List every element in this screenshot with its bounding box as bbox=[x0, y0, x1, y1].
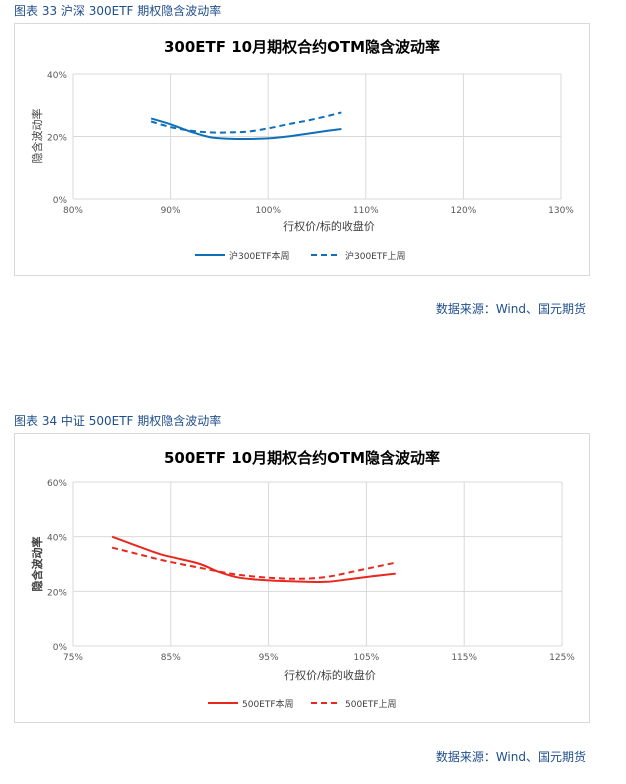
chart-500etf: 500ETF 10月期权合约OTM隐含波动率 0% 20% 40% 60% 75% 85%… bbox=[30, 449, 575, 710]
y-tick-label: 20% bbox=[47, 134, 67, 144]
y-tick-label: 60% bbox=[47, 479, 67, 489]
series-line-this-week bbox=[150, 117, 342, 141]
legend-label: 沪300ETF上周 bbox=[345, 250, 406, 262]
x-tick-label: 115% bbox=[451, 653, 477, 663]
legend-label: 500ETF上周 bbox=[345, 699, 397, 710]
x-axis-label: 行权价/标的收盘价 bbox=[283, 219, 375, 233]
x-tick-label: 110% bbox=[353, 206, 379, 216]
y-axis-label: 隐含波动率 bbox=[30, 537, 44, 592]
figure-caption-500etf: 图表 34 中证 500ETF 期权隐含波动率 bbox=[14, 414, 222, 428]
y-tick-label: 0% bbox=[53, 196, 68, 206]
y-axis-label: 隐含波动率 bbox=[30, 109, 44, 164]
y-tick-label: 0% bbox=[53, 643, 68, 653]
legend-label: 500ETF本周 bbox=[242, 698, 294, 710]
x-tick-label: 95% bbox=[259, 653, 279, 663]
series-line-this-week bbox=[111, 535, 396, 583]
y-tick-label: 40% bbox=[47, 71, 67, 81]
y-tick-label: 40% bbox=[47, 534, 67, 544]
x-tick-label: 100% bbox=[255, 206, 281, 216]
legend-label: 沪300ETF本周 bbox=[229, 250, 290, 262]
data-source-500etf: 数据来源：Wind、国元期货 bbox=[435, 750, 586, 764]
x-tick-label: 130% bbox=[548, 206, 574, 216]
chart-title: 300ETF 10月期权合约OTM隐含波动率 bbox=[164, 38, 440, 56]
figure-caption-300etf: 图表 33 沪深 300ETF 期权隐含波动率 bbox=[14, 4, 222, 18]
y-tick-label: 20% bbox=[47, 588, 67, 598]
series-line-last-week bbox=[150, 111, 342, 134]
series-line-last-week bbox=[111, 546, 396, 580]
chart-panel-300etf: 300ETF 10月期权合约OTM隐含波动率 0% 20% 40% 80% 90% 100… bbox=[14, 23, 590, 276]
x-tick-label: 120% bbox=[451, 206, 477, 216]
chart-title: 500ETF 10月期权合约OTM隐含波动率 bbox=[164, 449, 440, 467]
x-tick-label: 90% bbox=[161, 206, 181, 216]
chart-panel-500etf: 500ETF 10月期权合约OTM隐含波动率 0% 20% 40% 60% 75% 85%… bbox=[14, 433, 590, 723]
data-source-300etf: 数据来源：Wind、国元期货 bbox=[435, 302, 586, 316]
x-tick-label: 125% bbox=[549, 653, 575, 663]
x-tick-label: 80% bbox=[63, 206, 83, 216]
x-tick-label: 85% bbox=[161, 653, 181, 663]
x-tick-label: 105% bbox=[354, 653, 380, 663]
x-axis-label: 行权价/标的收盘价 bbox=[284, 668, 376, 682]
chart-300etf: 300ETF 10月期权合约OTM隐含波动率 0% 20% 40% 80% 90% 100… bbox=[30, 38, 574, 262]
x-tick-label: 75% bbox=[63, 653, 83, 663]
